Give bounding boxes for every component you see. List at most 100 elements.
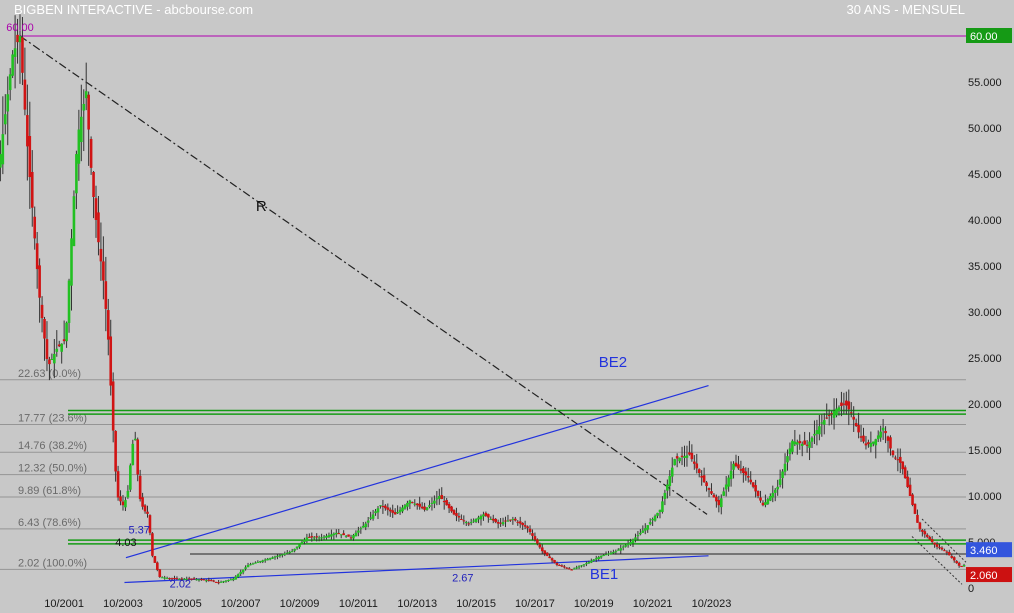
- candle-body-329: [773, 489, 777, 493]
- candle-body-137: [303, 539, 306, 543]
- candle-body-101: [214, 581, 218, 583]
- candle-body-241: [558, 565, 561, 567]
- candle-body-107: [229, 579, 233, 581]
- candle-body-339: [798, 441, 802, 444]
- x-tick-label-10: 10/2021: [633, 598, 673, 610]
- x-tick-label-9: 10/2019: [574, 598, 614, 610]
- x-tick-label-2: 10/2005: [162, 598, 202, 610]
- candle-body-248: [575, 567, 578, 569]
- candle-body-164: [369, 517, 372, 519]
- candle-body-360: [849, 412, 853, 414]
- y-axis: 05.00010.00015.00020.00025.00030.00035.0…: [966, 28, 1012, 595]
- candle-body-303: [710, 491, 713, 494]
- candle-body-65: [126, 490, 130, 498]
- trendline-be1: [124, 555, 709, 584]
- candle-body-393: [930, 539, 934, 542]
- candle-body-27: [33, 216, 37, 239]
- candle-body-37: [57, 344, 61, 347]
- candle-body-163: [366, 520, 370, 523]
- candle-body-133: [293, 548, 296, 551]
- y-tick-label-7: 35.000: [968, 261, 1002, 273]
- candle-body-75: [151, 533, 154, 556]
- candle-body-88: [182, 578, 186, 580]
- price-label-box-1: [966, 542, 1012, 558]
- candle-body-279: [651, 519, 654, 521]
- candle-body-149: [332, 533, 336, 536]
- candle-body-95: [200, 579, 203, 581]
- trendline-label-2: BE1: [590, 566, 618, 583]
- candle-body-282: [658, 509, 662, 513]
- level-label-4: 9.89 (61.8%): [18, 485, 81, 497]
- candle-body-42: [70, 238, 73, 286]
- candle-body-231: [533, 536, 537, 540]
- candle-body-386: [913, 503, 917, 514]
- candle-body-284: [663, 492, 667, 499]
- candle-body-255: [592, 559, 596, 561]
- candle-body-184: [418, 503, 421, 507]
- candle-body-336: [791, 440, 794, 452]
- candle-body-127: [278, 555, 282, 557]
- candle-body-153: [342, 533, 345, 536]
- candle-body-400: [948, 552, 951, 556]
- candle-body-175: [396, 512, 399, 514]
- trendlines: [19, 35, 967, 585]
- candle-body-194: [442, 500, 446, 503]
- candle-body-160: [359, 528, 363, 530]
- candle-body-124: [271, 557, 274, 559]
- candle-body-39: [62, 339, 66, 342]
- candle-body-394: [933, 542, 936, 545]
- candle-body-141: [312, 537, 316, 539]
- candle-body-348: [820, 422, 824, 424]
- candle-body-158: [354, 532, 358, 537]
- marker-4: 2.67: [452, 572, 473, 584]
- y-tick-label-11: 55.000: [968, 77, 1002, 89]
- candle-body-193: [440, 495, 444, 500]
- price-label-box-0: [966, 28, 1012, 43]
- candle-body-313: [734, 462, 738, 467]
- candle-body-221: [509, 519, 512, 521]
- candle-body-41: [67, 280, 71, 323]
- candle-body-171: [386, 507, 390, 510]
- candle-body-63: [121, 501, 125, 506]
- candle-body-320: [751, 482, 755, 487]
- candle-body-309: [724, 484, 728, 490]
- y-axis-panel: [966, 0, 1014, 613]
- candle-body-240: [555, 562, 559, 565]
- candle-body-222: [511, 519, 515, 520]
- candle-body-343: [808, 441, 811, 448]
- candle-body-49: [87, 94, 90, 130]
- candle-body-370: [874, 439, 878, 446]
- candle-body-58: [109, 336, 113, 386]
- candle-body-373: [881, 427, 885, 431]
- candle-body-174: [393, 512, 397, 515]
- candle-body-125: [273, 556, 277, 558]
- candle-body-230: [531, 533, 534, 536]
- candle-body-234: [540, 547, 544, 552]
- candle-body-159: [357, 530, 360, 533]
- candle-body-73: [146, 511, 149, 514]
- candle-body-347: [818, 426, 821, 435]
- candle-body-293: [685, 455, 689, 458]
- candle-body-185: [420, 506, 424, 509]
- candle-body-238: [550, 558, 554, 561]
- candle-body-257: [597, 557, 600, 560]
- candle-body-170: [384, 505, 387, 509]
- candle-body-16: [6, 94, 10, 112]
- annotations: 60.00 4.035.37 2.02 2.67 R BE2 BE1: [6, 22, 627, 590]
- candle-body-265: [616, 549, 620, 551]
- candle-body-156: [349, 537, 353, 539]
- candle-body-384: [908, 484, 912, 496]
- candle-body-196: [447, 503, 451, 509]
- candle-body-51: [92, 172, 95, 197]
- candle-body-307: [719, 498, 723, 508]
- candle-body-225: [518, 521, 522, 524]
- candle-body-397: [940, 547, 944, 550]
- candle-body-59: [111, 381, 115, 431]
- candle-body-217: [499, 522, 502, 524]
- candle-body-377: [891, 450, 895, 456]
- y-tick-label-5: 25.000: [968, 353, 1002, 365]
- candle-body-195: [445, 499, 448, 506]
- candle-body-120: [261, 560, 265, 562]
- candle-body-242: [560, 565, 564, 567]
